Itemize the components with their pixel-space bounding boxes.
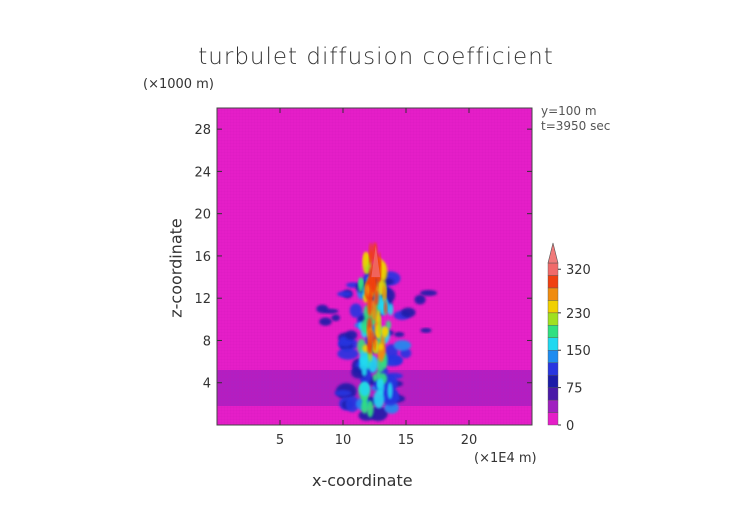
heatmap-area	[217, 108, 532, 425]
annotation-time: t=3950 sec	[541, 119, 611, 133]
plume-cell	[359, 348, 369, 364]
plume-cell	[374, 288, 379, 306]
plume-cell	[385, 320, 392, 330]
colorbar-segment	[547, 399, 559, 413]
axes: 5 10 15 20 4 8 12 16 20 24 28	[194, 108, 532, 448]
colorbar-label: 0	[566, 419, 574, 434]
x-axis-unit: (×1E4 m)	[474, 451, 537, 466]
plume-cell	[376, 370, 381, 380]
plume-cell	[378, 343, 384, 351]
plume-cell	[361, 367, 368, 377]
plume-cell	[382, 327, 388, 338]
plume-cell	[378, 315, 382, 336]
plume-cell	[337, 347, 359, 360]
annotation-y-level: y=100 m	[541, 104, 597, 118]
plume-cell	[334, 389, 352, 397]
x-tick-label: 10	[335, 433, 352, 448]
plume-cell	[370, 330, 375, 344]
colorbar: 0 75 150 230 320	[547, 242, 591, 434]
colorbar-segment	[547, 374, 559, 388]
plume-cell	[371, 299, 377, 321]
plume-cell	[368, 329, 371, 352]
colorbar-segment	[547, 262, 559, 276]
plume-cell	[400, 307, 416, 318]
plume-cell	[387, 382, 393, 400]
colorbar-segment	[547, 312, 559, 326]
plot-frame	[216, 107, 533, 426]
colorbar-segment	[547, 300, 559, 314]
x-tick-label: 15	[398, 433, 415, 448]
plume-cell	[373, 389, 385, 409]
y-tick-label: 4	[203, 377, 211, 392]
colorbar-segment	[547, 362, 559, 376]
colorbar-label: 230	[566, 307, 591, 322]
plume-cell	[319, 317, 332, 326]
y-tick-label: 16	[194, 250, 211, 265]
plume-cell	[359, 381, 371, 397]
y-tick-label: 24	[194, 165, 211, 180]
y-tick-label: 12	[194, 292, 211, 307]
y-axis-unit: (×1000 m)	[143, 77, 214, 92]
plume-cell	[358, 277, 364, 293]
y-tick-label: 8	[203, 334, 211, 349]
plume-cell	[369, 242, 373, 267]
plume-tip	[371, 245, 381, 278]
colorbar-segment	[547, 287, 559, 301]
plume-cell	[414, 294, 426, 305]
colorbar-segment	[547, 337, 559, 351]
plume-cell	[378, 351, 385, 363]
colorbar-label: 150	[566, 344, 591, 359]
plume-cell	[394, 331, 405, 338]
plume-cell	[382, 285, 387, 302]
plume-cell	[367, 292, 373, 317]
plume-cell	[384, 300, 388, 315]
plume-cell	[345, 396, 360, 413]
plume-cell	[331, 314, 341, 322]
colorbar-extend-arrow	[547, 242, 559, 264]
colorbar-label: 75	[566, 382, 583, 397]
chart-title: turbulet diffusion coefficient	[198, 44, 554, 70]
colorbar-label: 320	[566, 263, 591, 278]
plume-cell	[316, 304, 329, 314]
plume-cell	[368, 266, 374, 289]
plume-cell	[387, 303, 394, 316]
y-tick-label: 20	[194, 208, 211, 223]
x-tick-label: 5	[276, 433, 284, 448]
plume-cell	[345, 330, 358, 340]
plume-cell	[420, 290, 438, 296]
colorbar-segment	[547, 325, 559, 338]
plume-cell	[391, 355, 403, 365]
plume-cell	[366, 400, 374, 418]
plume-cell	[393, 340, 412, 351]
plume-cell	[379, 262, 388, 282]
x-axis-label: x-coordinate	[312, 471, 413, 490]
colorbar-segment	[547, 350, 559, 363]
plume-cell	[378, 299, 390, 316]
plume-cell	[420, 328, 432, 333]
plume-cell	[376, 378, 383, 389]
plume-cell	[349, 303, 362, 318]
y-tick-label: 28	[194, 123, 211, 138]
plume-cell	[358, 361, 369, 371]
plume-cell	[363, 251, 369, 268]
colorbar-segment	[547, 387, 559, 401]
plume-cell	[337, 291, 352, 297]
colorbar-segment	[547, 412, 559, 426]
colorbar-segment	[547, 275, 559, 289]
plume-cell	[378, 251, 381, 269]
annotation-block: y=100 m t=3950 sec	[541, 104, 610, 134]
x-tick-label: 20	[461, 433, 478, 448]
plume-cell	[361, 400, 369, 414]
